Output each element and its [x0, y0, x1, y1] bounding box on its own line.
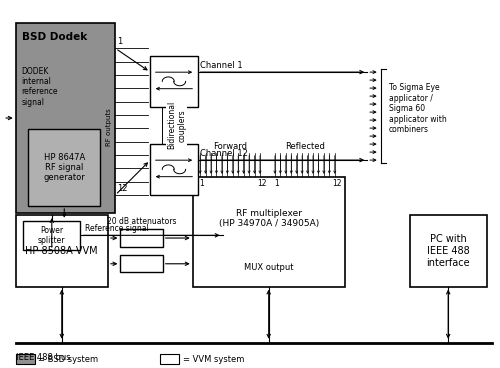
Text: 1: 1 — [199, 178, 204, 188]
Text: PC with
IEEE 488
interface: PC with IEEE 488 interface — [426, 234, 470, 268]
Text: IEEE 488 bus: IEEE 488 bus — [16, 353, 70, 362]
Text: 12: 12 — [258, 178, 267, 188]
Text: Forward: Forward — [213, 142, 247, 151]
Text: HP 8508A VVM: HP 8508A VVM — [26, 246, 98, 256]
Text: Channel 1: Channel 1 — [200, 61, 243, 70]
Bar — [23, 221, 80, 250]
Text: RF outputs: RF outputs — [106, 109, 112, 146]
Text: Power
splitter: Power splitter — [38, 226, 66, 245]
Text: 12: 12 — [332, 178, 342, 188]
Text: RF multiplexer
(HP 34970A / 34905A): RF multiplexer (HP 34970A / 34905A) — [218, 209, 319, 228]
Text: Reference signal: Reference signal — [86, 224, 149, 233]
Text: 1: 1 — [274, 178, 278, 188]
Text: 20 dB attenuators: 20 dB attenuators — [107, 217, 176, 226]
Text: Reflected: Reflected — [285, 142, 325, 151]
Bar — [28, 129, 101, 206]
Text: HP 8647A
RF signal
generator: HP 8647A RF signal generator — [44, 153, 85, 183]
Bar — [120, 229, 162, 247]
Bar — [16, 215, 108, 287]
Text: DODEK
internal
reference
signal: DODEK internal reference signal — [22, 67, 58, 107]
Bar — [192, 177, 344, 287]
Bar — [16, 354, 34, 364]
Bar — [150, 56, 198, 107]
Text: 12: 12 — [117, 184, 128, 192]
Text: Channel 12: Channel 12 — [200, 149, 248, 158]
Bar — [120, 255, 162, 272]
Text: Bidirectional
couplers: Bidirectional couplers — [167, 101, 186, 149]
Text: MUX output: MUX output — [244, 263, 294, 272]
Bar — [160, 354, 179, 364]
Text: = VVM system: = VVM system — [182, 355, 244, 364]
Bar — [410, 215, 487, 287]
Text: To Sigma Eye
applicator /
Sigma 60
applicator with
combiners: To Sigma Eye applicator / Sigma 60 appli… — [388, 84, 446, 134]
Text: BSD Dodek: BSD Dodek — [22, 32, 87, 42]
Bar — [16, 23, 116, 213]
Text: = BSD system: = BSD system — [38, 355, 98, 364]
Text: 1: 1 — [117, 37, 122, 46]
Bar — [150, 144, 198, 195]
